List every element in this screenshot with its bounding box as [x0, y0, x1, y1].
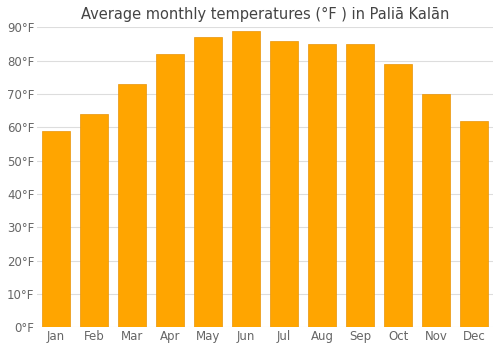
Bar	[270, 41, 298, 327]
Bar	[80, 114, 108, 327]
Bar	[156, 54, 184, 327]
Bar	[384, 64, 412, 327]
Bar	[194, 37, 222, 327]
Bar	[422, 94, 450, 327]
Bar	[232, 31, 260, 327]
Bar	[460, 121, 488, 327]
Bar	[118, 84, 146, 327]
Title: Average monthly temperatures (°F ) in Paliā Kalān: Average monthly temperatures (°F ) in Pa…	[81, 7, 450, 22]
Bar	[308, 44, 336, 327]
Bar	[346, 44, 374, 327]
Bar	[42, 131, 70, 327]
